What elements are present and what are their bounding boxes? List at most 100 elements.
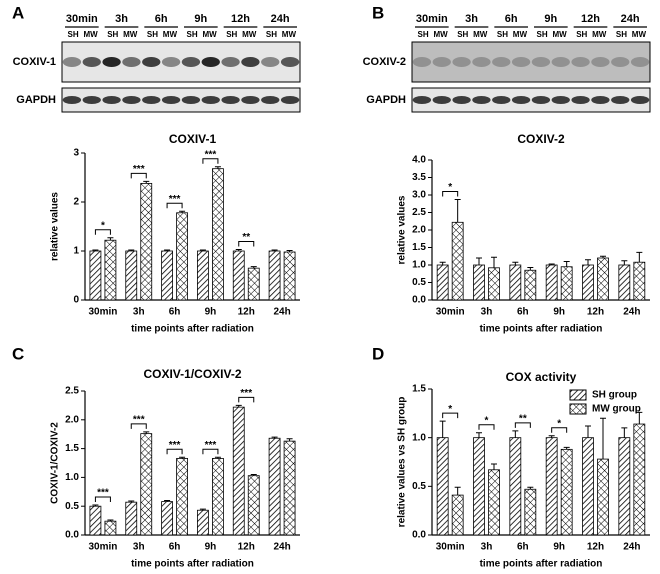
blot-lane-label: SH (457, 30, 468, 39)
x-tick-label: 9h (553, 307, 565, 318)
bar (582, 264, 594, 301)
y-tick-label: 0.5 (412, 481, 426, 492)
significance-label: * (485, 415, 489, 426)
blot-lane-label: MW (513, 30, 528, 39)
y-tick-label: 1.5 (65, 443, 79, 454)
x-tick-label: 9h (553, 542, 565, 553)
significance-bracket (202, 158, 219, 164)
blot-band (181, 57, 201, 67)
blot-band (551, 96, 570, 104)
blot-lane-label: SH (187, 30, 198, 39)
blot-lane-label: MW (163, 30, 178, 39)
bar (436, 264, 449, 301)
y-tick-label: 4.0 (412, 155, 426, 166)
blot-band (280, 57, 300, 67)
x-tick-label: 24h (273, 542, 290, 553)
y-axis-title: relative values vs SH group (397, 397, 408, 528)
blot-time-label: 24h (621, 13, 640, 25)
bar (161, 250, 173, 301)
bar (633, 423, 646, 536)
blot-row-label: GAPDH (366, 94, 406, 106)
error-bar (271, 436, 278, 439)
bar (89, 505, 102, 536)
blot-band (511, 57, 531, 67)
blot-band (261, 96, 280, 104)
error-bar (199, 249, 206, 251)
bar (247, 267, 260, 301)
blot-lane-label: SH (537, 30, 548, 39)
error-bar (512, 430, 519, 438)
blot-band (62, 57, 82, 67)
blot-lane-label: MW (242, 30, 257, 39)
bar (451, 221, 464, 301)
bar (176, 457, 188, 536)
blot-lane-label: SH (68, 30, 79, 39)
y-tick-label: 1.0 (412, 432, 426, 443)
blot-lane-label: SH (616, 30, 627, 39)
blot-lane-label: MW (282, 30, 297, 39)
y-tick-label: 3.5 (412, 172, 426, 183)
blot-band (551, 57, 570, 67)
blot-lane-label: MW (473, 30, 488, 39)
blot-band (511, 96, 531, 104)
error-bar (199, 508, 206, 511)
x-tick-label: 3h (133, 307, 145, 318)
significance-label: *** (205, 149, 217, 160)
x-tick-label: 6h (169, 542, 181, 553)
y-axis-title: COXIV-1/COXIV-2 (50, 422, 61, 504)
x-tick-label: 30min (88, 307, 117, 318)
x-tick-label: 24h (273, 307, 290, 318)
error-bar (214, 456, 221, 459)
y-tick-label: 0 (73, 295, 79, 306)
bar (125, 250, 138, 301)
significance-bracket (202, 448, 219, 455)
error-bar (439, 261, 446, 265)
error-bar (439, 420, 446, 438)
y-tick-label: 1 (73, 246, 79, 257)
blot-band (241, 57, 260, 67)
x-tick-label: 3h (481, 542, 493, 553)
error-bar (286, 438, 293, 442)
blot-band (452, 57, 471, 67)
error-bar (214, 166, 221, 169)
significance-bracket (94, 229, 111, 235)
blot-band (62, 96, 82, 104)
blot-band (201, 96, 220, 104)
blot-strip (411, 87, 651, 113)
bar (488, 267, 500, 301)
x-tick-label: 12h (238, 542, 255, 553)
bar (176, 212, 188, 301)
blot-time-label: 6h (155, 13, 168, 25)
significance-bracket (166, 448, 183, 455)
y-tick-label: 2 (73, 197, 79, 208)
bar (283, 251, 296, 301)
error-bar (128, 500, 135, 503)
y-tick-label: 2.5 (65, 386, 79, 397)
significance-bracket (514, 422, 531, 428)
blot-band (630, 57, 650, 67)
legend-swatch (569, 403, 587, 415)
y-tick-label: 0.5 (412, 277, 426, 288)
significance-label: *** (169, 440, 181, 451)
y-tick-label: 0.0 (412, 295, 426, 306)
chart-title: COXIV-1 (169, 132, 217, 146)
blot-band (221, 57, 240, 67)
bar (560, 448, 573, 536)
y-tick-label: 2.5 (412, 207, 426, 218)
panel-letter: C (12, 344, 24, 363)
blot-row-label: COXIV-1 (13, 56, 56, 68)
y-tick-label: 1.5 (412, 384, 426, 395)
x-tick-label: 30min (88, 542, 117, 553)
blot-band (201, 57, 220, 67)
blot-band (82, 96, 101, 104)
blot-band (161, 96, 181, 104)
error-bar (128, 249, 135, 251)
error-bar (107, 519, 114, 522)
x-tick-label: 24h (623, 307, 640, 318)
y-tick-label: 0.5 (65, 501, 79, 512)
blot-band (122, 57, 141, 67)
error-bar (179, 456, 186, 459)
blot-band (492, 57, 511, 67)
bar (473, 264, 485, 301)
error-bar (250, 474, 257, 476)
